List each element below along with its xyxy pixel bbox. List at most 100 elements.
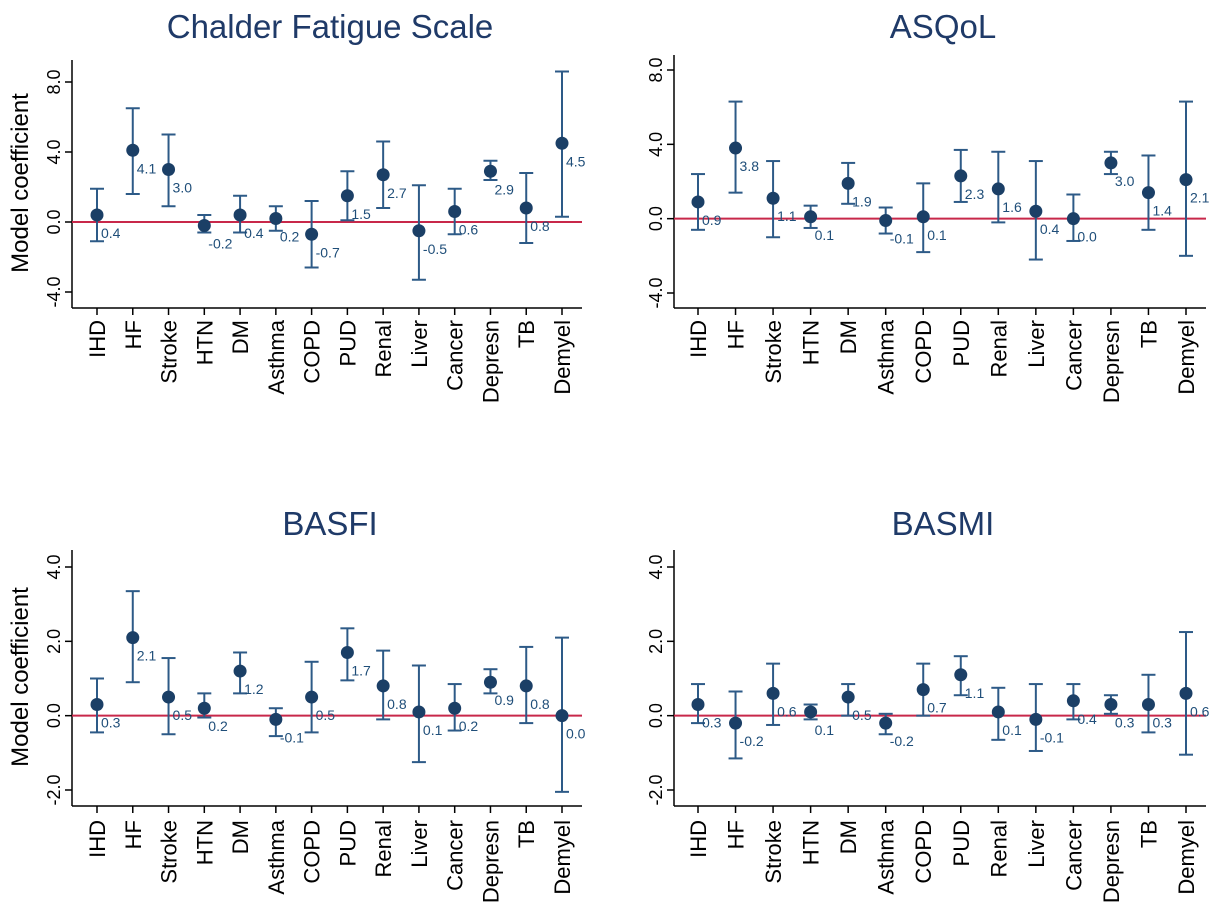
x-tick-label: HTN <box>192 820 217 865</box>
data-label: 0.9 <box>494 692 514 708</box>
data-point <box>412 224 426 238</box>
data-point <box>1029 204 1043 218</box>
data-point <box>340 645 354 659</box>
data-label: 3.0 <box>1115 173 1135 189</box>
data-label: 0.4 <box>1077 711 1097 727</box>
x-tick-label: PUD <box>335 320 360 366</box>
data-label: 0.0 <box>566 726 586 742</box>
data-point <box>916 683 930 697</box>
x-tick-label: Cancer <box>443 820 468 891</box>
data-point <box>954 169 968 183</box>
data-point <box>1066 212 1080 226</box>
x-tick-label: COPD <box>300 820 325 884</box>
data-label: 0.0 <box>1077 229 1097 245</box>
x-tick-label: Asthma <box>874 319 899 394</box>
x-tick-label: Demyel <box>1174 320 1199 395</box>
x-tick-label: Renal <box>986 820 1011 877</box>
x-tick-label: Asthma <box>264 319 289 394</box>
x-tick-label: COPD <box>300 320 325 384</box>
x-tick-label: Depresn <box>478 820 503 903</box>
panel-1: Chalder Fatigue Scale Model coefficient 8.… <box>7 8 586 403</box>
x-tick-label: COPD <box>911 320 936 384</box>
data-point <box>305 690 319 704</box>
data-label: 0.8 <box>530 696 550 712</box>
data-label: 0.8 <box>387 696 407 712</box>
data-point <box>269 712 283 726</box>
data-point <box>766 686 780 700</box>
data-point <box>376 168 390 182</box>
data-label: 0.5 <box>173 707 193 723</box>
data-label: 1.1 <box>777 208 797 224</box>
data-label: 1.5 <box>351 206 371 222</box>
data-point <box>197 701 211 715</box>
y-tick-label: 4.0 <box>44 139 64 164</box>
data-label: 0.4 <box>101 225 121 241</box>
y-tick-label: 4.0 <box>44 554 64 579</box>
data-label: 1.9 <box>852 193 872 209</box>
data-label: 0.8 <box>530 218 550 234</box>
panel-title: BASMI <box>892 505 995 542</box>
x-tick-label: COPD <box>911 820 936 884</box>
x-tick-label: TB <box>1136 820 1161 848</box>
data-label: 0.3 <box>702 715 722 731</box>
data-point <box>841 690 855 704</box>
data-label: 0.2 <box>280 229 300 245</box>
x-tick-label: HF <box>724 820 749 849</box>
x-tick-label: Renal <box>986 320 1011 377</box>
data-point <box>233 664 247 678</box>
data-label: 0.6 <box>459 222 479 238</box>
y-tick-label: 8.0 <box>646 57 666 82</box>
x-tick-label: DM <box>228 820 253 854</box>
x-tick-label: TB <box>514 320 539 348</box>
y-tick-label: -2.0 <box>44 774 64 805</box>
data-label: 0.3 <box>1115 715 1135 731</box>
data-label: 0.3 <box>1152 715 1172 731</box>
x-tick-label: DM <box>836 820 861 854</box>
data-point <box>1066 694 1080 708</box>
y-axis-label: Model coefficient <box>7 587 34 767</box>
data-label: 3.8 <box>740 158 760 174</box>
x-tick-label: TB <box>1136 320 1161 348</box>
x-tick-label: PUD <box>949 320 974 366</box>
x-tick-label: Cancer <box>443 320 468 391</box>
data-label: -0.2 <box>890 733 914 749</box>
data-point <box>1179 173 1193 187</box>
panel-title: ASQoL <box>890 8 996 45</box>
x-tick-label: Demyel <box>550 820 575 895</box>
data-label: -0.7 <box>316 244 340 260</box>
y-tick-label: 0.0 <box>646 703 666 728</box>
data-point <box>448 701 462 715</box>
data-point <box>916 210 930 224</box>
y-tick-label: 4.0 <box>646 554 666 579</box>
data-label: 1.1 <box>965 685 985 701</box>
data-point <box>879 716 893 730</box>
data-point <box>991 182 1005 196</box>
data-point <box>376 679 390 693</box>
data-label: 0.5 <box>316 707 336 723</box>
data-point <box>1141 186 1155 200</box>
data-label: -0.1 <box>1040 729 1064 745</box>
x-tick-label: Renal <box>371 820 396 877</box>
data-label: -0.1 <box>280 729 304 745</box>
data-label: 0.1 <box>815 722 835 738</box>
panel-title: Chalder Fatigue Scale <box>167 8 494 45</box>
y-tick-label: -4.0 <box>646 277 666 308</box>
x-tick-label: Asthma <box>874 819 899 894</box>
data-label: 0.6 <box>1190 703 1210 719</box>
data-label: 2.7 <box>387 185 407 201</box>
data-point <box>691 698 705 712</box>
x-tick-label: PUD <box>335 820 360 866</box>
data-label: 0.6 <box>777 703 797 719</box>
x-tick-label: Liver <box>1024 820 1049 868</box>
x-tick-label: Liver <box>407 320 432 368</box>
data-point <box>197 219 211 232</box>
x-tick-label: Stroke <box>157 820 182 884</box>
data-point <box>1029 712 1043 726</box>
data-label: 0.2 <box>459 718 479 734</box>
x-tick-label: HF <box>121 320 146 349</box>
data-label: 0.9 <box>702 212 722 228</box>
data-point <box>804 210 818 224</box>
x-tick-label: IHD <box>686 320 711 358</box>
x-tick-label: HTN <box>192 320 217 365</box>
data-point <box>90 208 104 222</box>
